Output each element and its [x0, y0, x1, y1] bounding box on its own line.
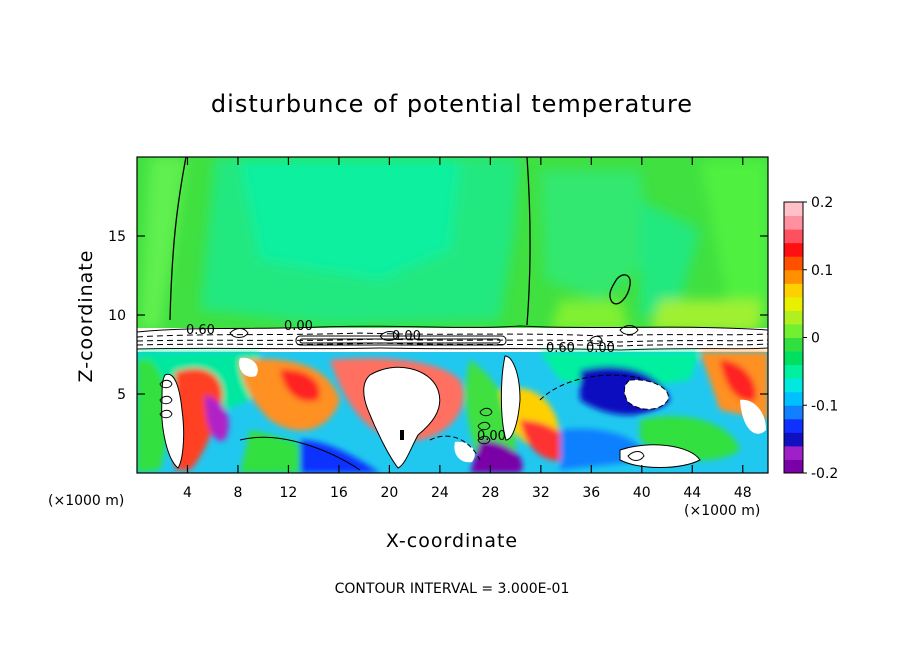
colorbar-swatch — [784, 418, 803, 433]
colorbar-swatch — [784, 351, 803, 366]
colorbar-tick-label: 0.2 — [811, 195, 833, 211]
x-tick-label: 24 — [431, 485, 449, 501]
x-tick-label: 16 — [330, 485, 348, 501]
colorbar-swatch — [784, 242, 803, 257]
plot-area — [137, 157, 768, 473]
x-tick-label: 32 — [532, 485, 550, 501]
x-unit-label-right: (×1000 m) — [684, 503, 760, 519]
colorbar-swatch — [784, 310, 803, 325]
x-tick-label: 28 — [481, 485, 499, 501]
contour-label: 0.00 — [284, 319, 313, 334]
colorbar-tick-label: -0.1 — [811, 398, 838, 414]
colorbar-swatch — [784, 296, 803, 311]
x-tick-label: 44 — [683, 485, 701, 501]
x-axis: 4 8 12 16 20 24 28 32 36 40 44 48 — [183, 157, 752, 501]
x-tick-label: 48 — [734, 485, 752, 501]
colorbar-swatch — [784, 256, 803, 271]
x-tick-label: 8 — [233, 485, 242, 501]
colorbar-swatch — [784, 215, 803, 230]
y-axis: 5 10 15 — [108, 229, 768, 403]
colorbar: 0.2 0.1 0 -0.1 -0.2 — [783, 195, 838, 482]
colorbar-tick-label: 0.1 — [811, 263, 833, 279]
x-tick-label: 12 — [280, 485, 298, 501]
colorbar-swatch — [784, 391, 803, 406]
colorbar-swatch — [784, 378, 803, 393]
x-tick-label: 36 — [582, 485, 600, 501]
colorbar-swatch — [784, 323, 803, 338]
chart-title: disturbunce of potential temperature — [211, 90, 693, 118]
x-tick-label: 4 — [183, 485, 192, 501]
colorbar-swatch — [784, 459, 803, 474]
y-tick-label: 15 — [108, 229, 126, 245]
lower-contours — [159, 355, 701, 471]
y-tick-label: 5 — [117, 387, 126, 403]
colorbar-swatch — [784, 229, 803, 244]
colorbar-swatch — [784, 337, 803, 352]
contour-label: 0.00 — [477, 429, 506, 444]
y-tick-label: 10 — [108, 308, 126, 324]
colorbar-swatch — [784, 269, 803, 284]
contour-label: 0.00 — [392, 329, 421, 344]
colorbar-swatch — [784, 432, 803, 447]
x-axis-label: X-coordinate — [386, 530, 518, 552]
x-unit-label-left: (×1000 m) — [48, 493, 124, 509]
colorbar-tick-label: 0 — [811, 331, 820, 347]
colorbar-swatch — [784, 364, 803, 379]
inversion-contours — [137, 325, 768, 351]
contour-label: 0.60 — [186, 323, 215, 338]
x-tick-label: 40 — [633, 485, 651, 501]
contour-label: 0.60 — [546, 341, 575, 356]
contour-label: 0.00 — [586, 341, 615, 356]
y-axis-label: Z-coordinate — [75, 250, 97, 383]
neutral-patches — [161, 356, 766, 468]
x-tick-label: 20 — [380, 485, 398, 501]
colorbar-swatch — [784, 445, 803, 460]
colorbar-swatch — [784, 405, 803, 420]
colorbar-tick-label: -0.2 — [811, 466, 838, 482]
contour-interval-note: CONTOUR INTERVAL = 3.000E-01 — [335, 581, 570, 597]
colorbar-swatch — [784, 283, 803, 298]
upper-field-shading — [140, 157, 768, 332]
colorbar-swatch — [784, 202, 803, 217]
